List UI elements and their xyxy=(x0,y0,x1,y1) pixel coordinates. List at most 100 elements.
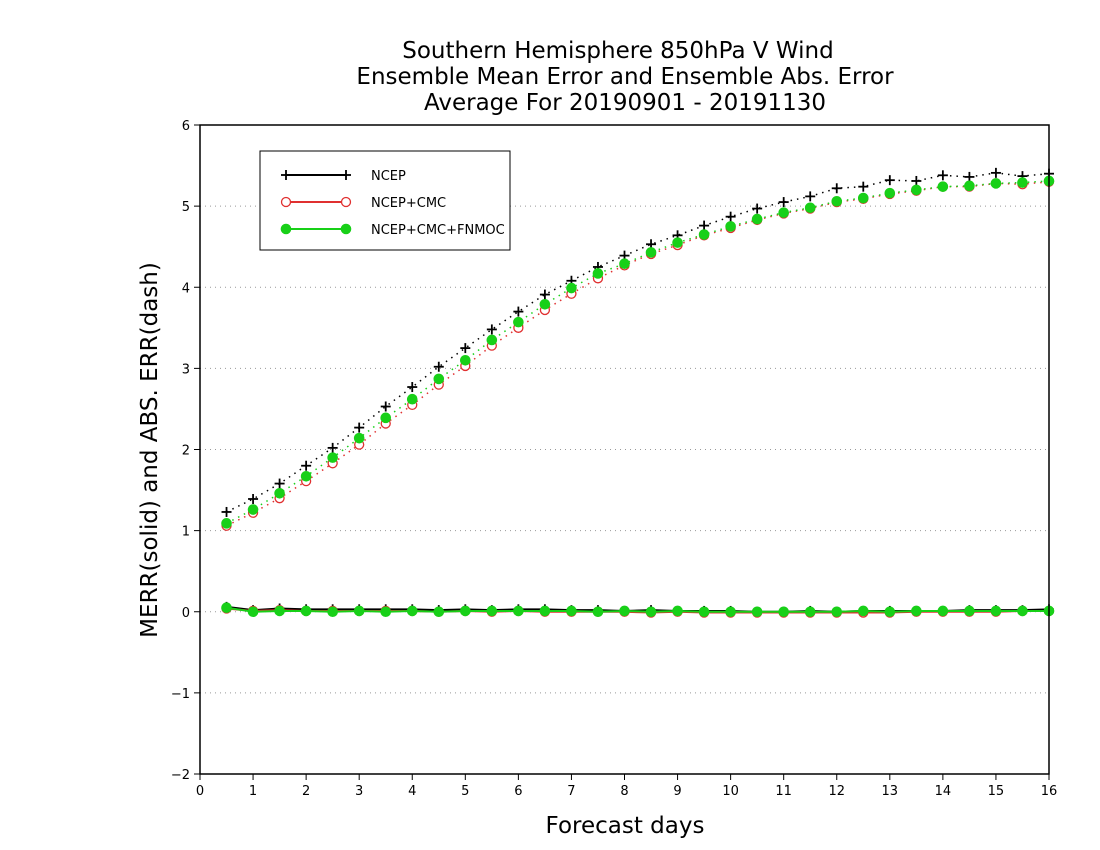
merr-point-ncep-cmc-fnmoc xyxy=(751,606,763,618)
abs-err-point-ncep xyxy=(964,171,975,182)
abs-err-point-ncep-cmc-fnmoc xyxy=(1017,177,1028,188)
merr-point-ncep-cmc-fnmoc xyxy=(566,605,577,617)
abs-err-point-ncep xyxy=(831,183,842,194)
x-tick-label: 6 xyxy=(514,784,522,799)
legend-entry-ncep-cmc: NCEP+CMC xyxy=(280,196,446,211)
merr-point-ncep-cmc-fnmoc xyxy=(672,605,683,617)
legend-box xyxy=(259,150,511,251)
abs-err-point-ncep-cmc-fnmoc xyxy=(566,282,577,294)
grid xyxy=(200,205,1049,694)
merr-point-ncep-cmc-fnmoc xyxy=(884,606,896,618)
abs-err-point-ncep-cmc-fnmoc xyxy=(645,247,657,258)
series-ncep-cmc-fnmoc xyxy=(221,175,1055,618)
abs-err-point-ncep-cmc-fnmoc xyxy=(937,181,949,192)
abs-err-point-ncep xyxy=(327,442,338,453)
merr-point-ncep-cmc-fnmoc xyxy=(592,606,604,618)
abs-err-point-ncep-cmc-fnmoc xyxy=(486,334,498,346)
legend-marker-end xyxy=(341,170,351,180)
abs-err-point-ncep-cmc-fnmoc xyxy=(964,180,975,192)
merr-point-ncep-cmc-fnmoc xyxy=(778,606,789,618)
y-tick-label: −1 xyxy=(171,687,190,702)
merr-point-ncep-cmc-fnmoc xyxy=(725,606,736,618)
legend-entry-ncep-cmc-fnmoc: NCEP+CMC+FNMOC xyxy=(280,223,505,238)
abs-err-point-ncep-cmc-fnmoc xyxy=(513,316,524,328)
legend-marker-end xyxy=(340,196,352,208)
merr-point-ncep-cmc-fnmoc xyxy=(804,606,816,618)
abs-err-point-ncep xyxy=(433,361,444,372)
merr-point-ncep-cmc-fnmoc xyxy=(698,606,710,618)
title-line-3: Average For 20190901 - 20191130 xyxy=(424,90,826,116)
abs-err-point-ncep-cmc-fnmoc xyxy=(353,432,365,444)
legend-entry-ncep: NCEP xyxy=(281,169,406,184)
abs-err-point-ncep-cmc-fnmoc xyxy=(884,187,896,199)
abs-err-point-ncep-cmc-fnmoc xyxy=(831,195,843,207)
abs-err-point-ncep xyxy=(911,175,922,186)
merr-point-ncep-cmc-fnmoc xyxy=(300,605,312,617)
abs-err-point-ncep-cmc-fnmoc xyxy=(778,207,789,218)
x-tick-label: 9 xyxy=(673,784,681,799)
y-tick-label: −2 xyxy=(171,768,190,783)
merr-point-ncep-cmc-fnmoc xyxy=(857,605,869,617)
legend-label: NCEP+CMC xyxy=(371,196,446,211)
merr-point-ncep-cmc-fnmoc xyxy=(539,605,551,617)
abs-err-point-ncep xyxy=(937,170,948,181)
legend-marker-start xyxy=(280,223,292,235)
merr-point-ncep-cmc-fnmoc xyxy=(911,605,922,617)
x-tick-label: 0 xyxy=(196,784,204,799)
x-tick-label: 15 xyxy=(988,784,1005,799)
legend-marker-start xyxy=(280,196,292,208)
x-tick-label: 3 xyxy=(355,784,363,799)
abs-err-point-ncep xyxy=(990,167,1001,178)
abs-err-point-ncep-cmc-fnmoc xyxy=(460,354,471,366)
merr-point-ncep-cmc-fnmoc xyxy=(433,606,445,618)
y-tick-label: 6 xyxy=(182,119,190,134)
abs-err-point-ncep-cmc-fnmoc xyxy=(592,268,604,279)
abs-err-point-ncep-cmc-fnmoc xyxy=(221,518,232,529)
legend-marker-start xyxy=(281,170,291,180)
abs-err-point-ncep xyxy=(752,203,763,214)
abs-err-point-ncep-cmc-fnmoc xyxy=(380,412,392,424)
x-tick-label: 2 xyxy=(302,784,310,799)
x-tick-label: 4 xyxy=(408,784,416,799)
y-axis-label: MERR(solid) and ABS. ERR(dash) xyxy=(137,262,163,638)
abs-err-point-ncep-cmc-fnmoc xyxy=(725,221,736,232)
x-axis-label: Forecast days xyxy=(546,813,705,839)
merr-point-ncep-cmc-fnmoc xyxy=(645,606,657,618)
abs-err-point-ncep xyxy=(699,220,710,231)
merr-point-ncep-cmc-fnmoc xyxy=(460,605,471,617)
abs-err-point-ncep-cmc-fnmoc xyxy=(698,229,710,240)
abs-err-point-ncep-cmc-fnmoc xyxy=(857,192,869,204)
abs-err-point-ncep xyxy=(301,460,312,471)
x-tick-label: 5 xyxy=(461,784,469,799)
y-tick-label: 2 xyxy=(182,444,190,459)
legend: NCEP NCEP+CMC NCEP+CMC+FNMOC xyxy=(259,150,511,251)
abs-err-point-ncep-cmc-fnmoc xyxy=(247,504,259,515)
y-tick-label: 3 xyxy=(182,362,190,377)
x-tick-label: 11 xyxy=(775,784,792,799)
abs-err-point-ncep xyxy=(248,493,259,504)
abs-err-point-ncep xyxy=(513,306,524,317)
merr-point-ncep-cmc-fnmoc xyxy=(619,605,630,617)
abs-err-point-ncep xyxy=(460,343,471,354)
legend-marker-end xyxy=(340,223,352,235)
merr-point-ncep-cmc-fnmoc xyxy=(964,605,975,617)
series-layer xyxy=(221,167,1055,618)
abs-err-point-ncep xyxy=(884,175,895,186)
abs-err-point-ncep xyxy=(725,211,736,222)
merr-point-ncep-cmc-fnmoc xyxy=(406,605,418,617)
abs-err-point-ncep-cmc-fnmoc xyxy=(751,213,763,225)
abs-err-point-ncep-cmc-fnmoc xyxy=(327,452,338,463)
abs-err-point-ncep-cmc-fnmoc xyxy=(990,178,1002,189)
chart-title: Southern Hemisphere 850hPa V Wind Ensemb… xyxy=(356,38,894,116)
x-tick-label: 10 xyxy=(722,784,739,799)
merr-point-ncep-cmc-fnmoc xyxy=(513,605,524,617)
abs-err-point-ncep-cmc-fnmoc xyxy=(539,298,551,310)
legend-label: NCEP xyxy=(371,169,406,184)
merr-point-ncep-cmc-fnmoc xyxy=(1017,605,1028,617)
title-line-1: Southern Hemisphere 850hPa V Wind xyxy=(402,38,833,64)
abs-err-point-ncep xyxy=(354,422,365,433)
abs-err-point-ncep xyxy=(858,181,869,192)
legend-label: NCEP+CMC+FNMOC xyxy=(371,223,505,238)
